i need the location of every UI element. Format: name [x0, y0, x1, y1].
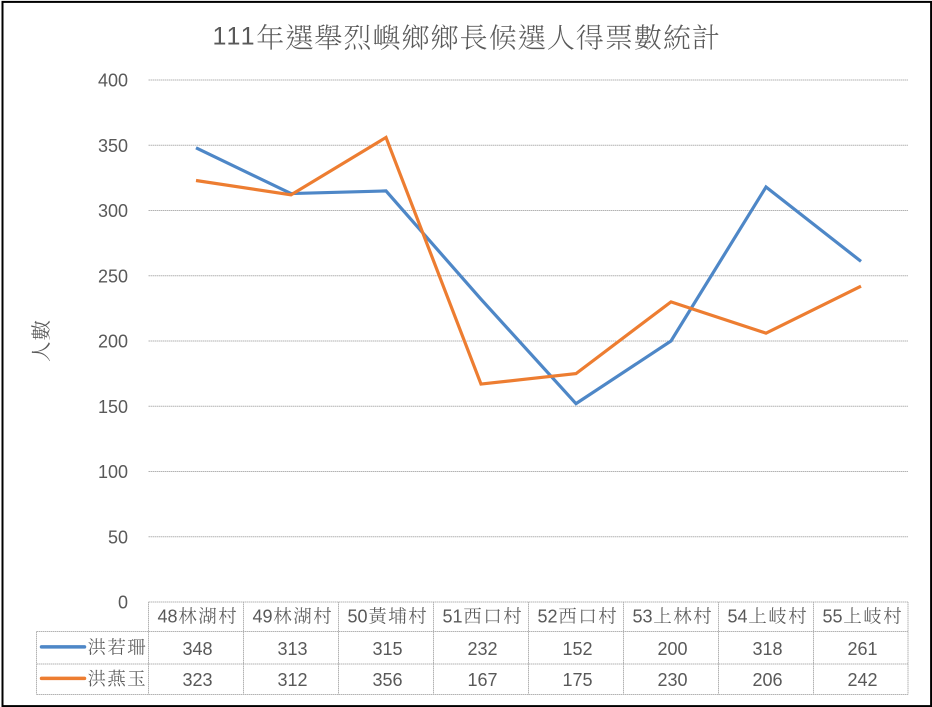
svg-text:0: 0 [118, 593, 128, 613]
svg-text:400: 400 [98, 71, 128, 91]
svg-text:152: 152 [562, 639, 592, 659]
svg-text:206: 206 [752, 670, 782, 690]
svg-text:51: 51 [442, 607, 462, 627]
svg-text:242: 242 [847, 670, 877, 690]
svg-text:232: 232 [467, 639, 497, 659]
svg-text:50: 50 [108, 527, 128, 547]
svg-text:54: 54 [727, 607, 747, 627]
svg-text:49: 49 [252, 607, 272, 627]
svg-text:250: 250 [98, 266, 128, 286]
svg-text:48: 48 [157, 607, 177, 627]
svg-text:53: 53 [632, 607, 652, 627]
svg-text:55: 55 [822, 607, 842, 627]
svg-text:323: 323 [182, 670, 212, 690]
svg-text:350: 350 [98, 136, 128, 156]
svg-text:52: 52 [537, 607, 557, 627]
svg-text:348: 348 [182, 639, 212, 659]
svg-text:167: 167 [467, 670, 497, 690]
svg-text:100: 100 [98, 462, 128, 482]
svg-text:150: 150 [98, 397, 128, 417]
svg-text:312: 312 [277, 670, 307, 690]
svg-text:50: 50 [347, 607, 367, 627]
svg-text:111: 111 [213, 23, 257, 51]
svg-text:300: 300 [98, 201, 128, 221]
svg-text:200: 200 [98, 332, 128, 352]
svg-text:261: 261 [847, 639, 877, 659]
svg-text:175: 175 [562, 670, 592, 690]
svg-text:200: 200 [657, 639, 687, 659]
svg-text:230: 230 [657, 670, 687, 690]
svg-text:315: 315 [372, 639, 402, 659]
svg-text:318: 318 [752, 639, 782, 659]
svg-text:356: 356 [372, 670, 402, 690]
svg-text:313: 313 [277, 639, 307, 659]
